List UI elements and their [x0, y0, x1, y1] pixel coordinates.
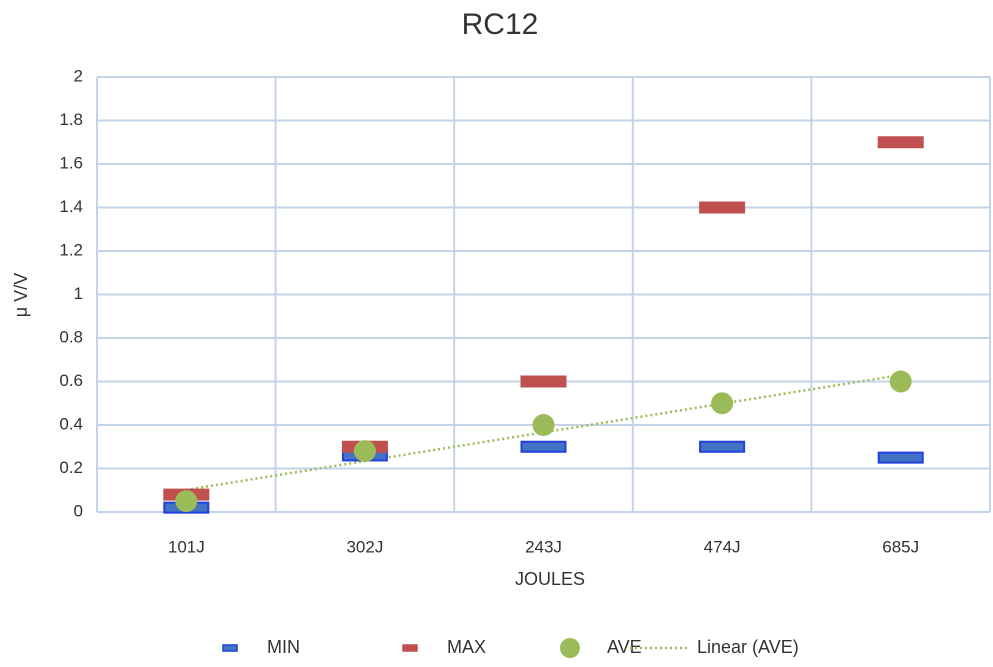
y-tick-label: 1.8: [59, 110, 83, 129]
x-tick-label: 685J: [882, 537, 919, 556]
y-tick-label: 0.6: [59, 371, 83, 390]
y-tick-label: 1.4: [59, 197, 83, 216]
legend-swatch: [222, 644, 238, 652]
y-tick-label: 2: [74, 66, 83, 85]
y-tick-label: 1.6: [59, 153, 83, 172]
x-tick-label: 101J: [168, 537, 205, 556]
y-tick-label: 0.2: [59, 458, 83, 477]
dash-marker: [699, 201, 746, 214]
dash-marker: [520, 440, 567, 453]
dash-marker: [877, 136, 924, 149]
circle-marker: [175, 490, 198, 513]
dash-marker: [877, 451, 924, 464]
legend-label: MAX: [447, 637, 486, 657]
y-axis-title: μ V/V: [11, 273, 31, 317]
legend-label: AVE: [607, 637, 642, 657]
y-tick-label: 1.2: [59, 240, 83, 259]
legend-label: MIN: [267, 637, 300, 657]
legend-swatch: [402, 644, 418, 652]
dash-marker: [520, 375, 567, 388]
circle-marker: [889, 370, 912, 393]
legend-swatch: [560, 638, 580, 658]
circle-marker: [532, 414, 555, 436]
x-axis-title: JOULES: [515, 569, 585, 589]
x-tick-label: 474J: [704, 537, 741, 556]
y-tick-label: 0.8: [59, 327, 83, 346]
x-tick-label: 302J: [346, 537, 383, 556]
circle-marker: [711, 392, 734, 415]
x-tick-label: 243J: [525, 537, 562, 556]
dash-marker: [699, 440, 746, 453]
chart-title: RC12: [462, 8, 539, 41]
circle-marker: [353, 440, 376, 463]
y-tick-label: 1: [74, 284, 83, 303]
y-tick-label: 0: [74, 501, 83, 520]
legend-label: Linear (AVE): [697, 637, 799, 657]
y-tick-label: 0.4: [59, 414, 83, 433]
